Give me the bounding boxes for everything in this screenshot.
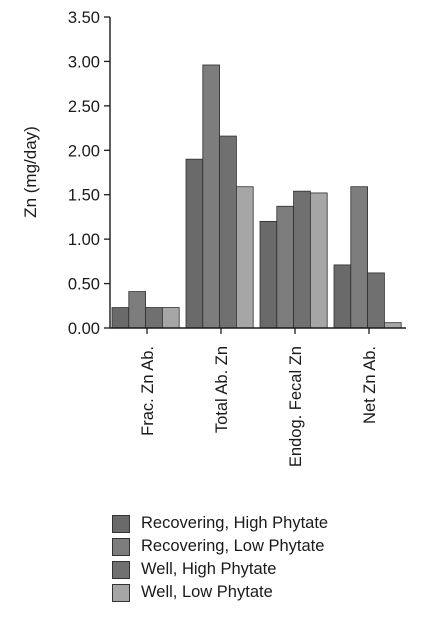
y-tick-label: 0.00 — [68, 320, 100, 338]
bar — [185, 158, 204, 329]
bar — [276, 205, 294, 329]
y-tick-label: 3.00 — [68, 53, 100, 71]
legend-label: Recovering, Low Phytate — [141, 537, 325, 555]
plot-area: 0.00 0.50 1.00 1.50 2.00 2.50 3.00 3.50 Frac. Zn… — [68, 9, 406, 467]
y-axis-label: Zn (mg/day) — [21, 126, 40, 218]
legend-item: Well, Low Phytate — [112, 581, 328, 604]
bar — [309, 192, 328, 329]
bar — [293, 190, 311, 329]
y-tick-label: 2.50 — [68, 98, 100, 116]
x-tick-label: Frac. Zn Ab. — [139, 346, 157, 436]
bar — [128, 291, 147, 329]
bar — [111, 307, 130, 329]
x-tick-label: Endog. Fecal Zn — [287, 346, 305, 467]
bar — [333, 264, 352, 329]
y-tick-label: 1.00 — [68, 231, 100, 249]
legend: Recovering, High Phytate Recovering, Low… — [112, 512, 328, 604]
legend-label: Recovering, High Phytate — [141, 514, 329, 532]
bar-chart: Zn (mg/day) 0.00 0.50 1.00 1.50 2.00 2.50 3.00… — [21, 9, 406, 467]
legend-item: Recovering, High Phytate — [112, 512, 328, 535]
legend-swatch — [112, 537, 130, 556]
bar — [259, 220, 278, 329]
legend-item: Well, High Phytate — [112, 558, 328, 581]
bar — [202, 64, 221, 329]
bar — [383, 322, 402, 329]
legend-item: Recovering, Low Phytate — [112, 535, 328, 558]
legend-label: Well, Low Phytate — [141, 583, 273, 601]
bar — [367, 272, 385, 329]
legend-swatch — [112, 560, 130, 579]
y-tick-label: 3.50 — [68, 9, 100, 27]
bar — [350, 186, 368, 329]
bar — [145, 307, 163, 329]
y-tick-label: 0.50 — [68, 276, 100, 294]
legend-label: Well, High Phytate — [141, 560, 277, 578]
x-tick-label: Net Zn Ab. — [361, 346, 379, 424]
y-tick-label: 2.00 — [68, 142, 100, 160]
legend-swatch — [112, 514, 130, 533]
bar — [219, 135, 237, 329]
bar — [161, 307, 180, 329]
legend-swatch — [112, 583, 130, 602]
y-tick-label: 1.50 — [68, 187, 100, 205]
bar — [235, 186, 254, 329]
x-tick-label: Total Ab. Zn — [213, 346, 231, 433]
